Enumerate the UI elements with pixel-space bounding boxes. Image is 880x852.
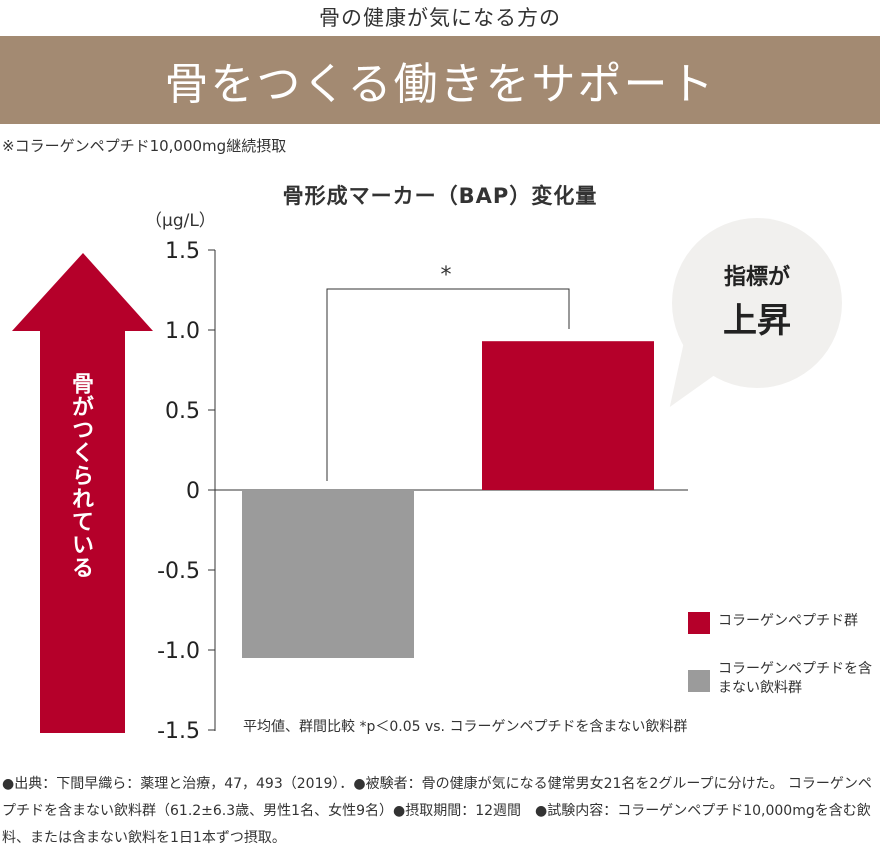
y-tick-label: 1.0	[165, 319, 200, 344]
up-arrow-icon	[12, 253, 153, 733]
stat-note: 平均値、群間比較 *p＜0.05 vs. コラーゲンペプチドを含まない飲料群	[243, 719, 688, 735]
bubble-line1: 指標が	[723, 264, 790, 290]
intake-note: ※コラーゲンペプチド10,000mg継続摂取	[2, 137, 287, 155]
chart-title: 骨形成マーカー（BAP）変化量	[282, 184, 598, 208]
y-tick-label: 0	[186, 479, 200, 504]
significance-bracket	[326, 288, 570, 481]
y-tick-label: 0.5	[165, 399, 200, 424]
subtitle: 骨の健康が気になる方の	[319, 6, 561, 30]
legend-item-collagen: コラーゲンペプチド群	[688, 612, 878, 634]
banner-title: 骨をつくる働きをサポート	[0, 36, 880, 124]
legend-label: コラーゲンペプチドを含まない飲料群	[718, 661, 872, 696]
y-unit-label: （μg/L）	[145, 211, 216, 231]
legend-label: コラーゲンペプチド群	[718, 613, 858, 629]
speech-bubble: 指標が 上昇	[672, 218, 842, 388]
bar-collagen	[482, 341, 654, 490]
y-tick-label: -1.0	[157, 639, 200, 664]
bar-control	[242, 490, 414, 658]
legend-swatch-red	[688, 612, 710, 634]
significance-mark: *	[441, 263, 452, 288]
bubble-line2: 上昇	[723, 300, 791, 341]
footer-text: ●出典：下間早織ら：薬理と治療，47，493（2019）．●被験者：骨の健康が気…	[2, 776, 872, 846]
legend-swatch-gray	[688, 670, 710, 692]
y-tick-label: 1.5	[165, 239, 200, 264]
y-tick-label: -0.5	[157, 559, 200, 584]
y-tick-label: -1.5	[157, 719, 200, 744]
arrow-label: 骨がつくられている	[68, 372, 93, 579]
legend-item-control: コラーゲンペプチドを含まない飲料群	[688, 660, 878, 698]
legend: コラーゲンペプチド群 コラーゲンペプチドを含まない飲料群	[688, 612, 878, 724]
